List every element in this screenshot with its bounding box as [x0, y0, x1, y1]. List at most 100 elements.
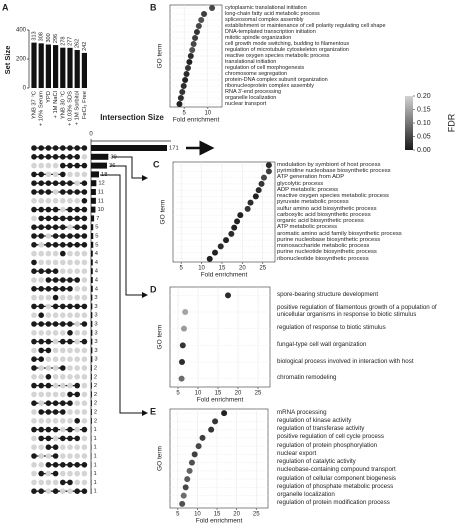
- membership-dot: [45, 374, 52, 380]
- dot: [199, 434, 206, 441]
- membership-dot: [38, 145, 44, 151]
- bar-value-label: 11: [98, 190, 104, 196]
- set-name: YPD: [46, 91, 52, 103]
- intersection-bar: [91, 153, 109, 160]
- dot: [265, 168, 272, 175]
- dot: [178, 375, 185, 382]
- dot: [184, 476, 191, 483]
- membership-dot: [38, 233, 44, 239]
- membership-dot: [38, 400, 44, 407]
- membership-dot: [45, 426, 52, 433]
- membership-dot: [67, 391, 73, 398]
- membership-dot: [81, 277, 88, 283]
- membership-dot: [31, 250, 37, 257]
- membership-dot: [31, 435, 37, 442]
- dot: [179, 359, 185, 365]
- membership-dot: [45, 224, 52, 230]
- membership-dot: [45, 330, 52, 336]
- membership-dot: [60, 347, 66, 354]
- dot: [208, 426, 215, 433]
- membership-dot: [52, 374, 59, 380]
- dot: [212, 418, 219, 425]
- membership-dot: [52, 171, 59, 178]
- bar-value-label: 242: [82, 42, 88, 51]
- intersection-bar: [91, 277, 93, 283]
- membership-dot: [31, 391, 37, 398]
- plot-frame: [172, 161, 276, 263]
- membership-dot: [31, 180, 37, 186]
- dot: [182, 77, 189, 83]
- bar-value-label: 1: [93, 471, 96, 477]
- bar-value-label: 12: [98, 181, 104, 187]
- term-label: long-chain fatty acid metabolic process: [225, 10, 320, 17]
- dot: [258, 180, 265, 187]
- color-bar: [405, 96, 413, 150]
- intersection-bar: [91, 373, 92, 380]
- membership-dot: [52, 321, 59, 327]
- term-label: translational initiation: [225, 58, 277, 65]
- membership-dot: [67, 171, 73, 178]
- membership-dot: [52, 418, 59, 424]
- membership-dot: [81, 286, 88, 292]
- membership-dot: [74, 488, 80, 495]
- membership-dot: [81, 462, 88, 468]
- membership-dot: [74, 259, 80, 266]
- membership-dot: [67, 162, 73, 169]
- membership-dot: [67, 224, 73, 230]
- membership-dot: [52, 479, 59, 486]
- term-label-box: ATP generation from ADP: [277, 174, 344, 180]
- membership-dot: [74, 154, 80, 160]
- dot: [209, 5, 216, 11]
- bar-value-label: 4: [95, 269, 99, 275]
- dot: [186, 467, 193, 474]
- dot: [217, 243, 224, 250]
- set-size-bar: [81, 52, 87, 88]
- dot: [182, 484, 189, 491]
- bar-value-label: 1: [93, 489, 96, 495]
- term-label-box: nuclear export: [277, 449, 317, 457]
- bar-value-label: 2: [94, 392, 97, 398]
- membership-dot: [67, 180, 73, 186]
- dot: [237, 212, 244, 219]
- membership-dot: [45, 356, 52, 363]
- membership-dot: [81, 189, 88, 195]
- membership-dot: [60, 259, 66, 266]
- term-label: carboxylic acid biosynthetic process: [277, 211, 371, 218]
- bar-value-label: 313: [31, 31, 37, 40]
- membership-dot: [31, 409, 37, 415]
- dot: [179, 342, 186, 349]
- bar-value-label: 2: [94, 418, 97, 424]
- membership-dot: [31, 303, 37, 310]
- term-label-box: ribonucleoprotein complex assembly: [225, 83, 314, 89]
- membership-dot: [31, 453, 37, 459]
- term-label-box: spliceosomal complex assembly: [225, 17, 304, 23]
- membership-dot: [81, 338, 88, 345]
- membership-dot: [45, 338, 52, 345]
- term-label: cell growth mode switching, budding to f…: [225, 40, 350, 47]
- x-tick-label: 10: [204, 111, 211, 117]
- membership-dot: [67, 338, 73, 345]
- membership-dot: [31, 382, 37, 389]
- term-label-box: positive regulation of filamentous growt…: [277, 304, 437, 317]
- panel-label: E: [150, 406, 156, 416]
- membership-dot: [74, 409, 80, 415]
- membership-dot: [38, 171, 44, 178]
- membership-dot: [60, 215, 66, 222]
- membership-dot: [52, 356, 59, 363]
- term-label: nuclear export: [277, 449, 317, 457]
- bar-value-label: 39: [110, 154, 116, 160]
- bar-value-label: 277: [67, 37, 73, 46]
- set-name: + 0.03% SDS: [68, 91, 74, 126]
- term-label: mRNA processing: [277, 408, 327, 416]
- membership-dot: [38, 365, 44, 371]
- bar-value-label: 3: [94, 304, 97, 310]
- term-label-box: ribonucleotide biosynthetic process: [277, 256, 369, 262]
- bar-value-label: 4: [95, 251, 99, 257]
- intersection-bar: [91, 259, 93, 266]
- term-label: fungal-type cell wall organization: [277, 340, 367, 348]
- membership-dot: [52, 382, 59, 389]
- membership-dot: [38, 224, 44, 230]
- membership-dot: [81, 215, 88, 222]
- term-label: regulation of cell morphogenesis: [225, 64, 305, 71]
- intersection-bar: [91, 268, 93, 275]
